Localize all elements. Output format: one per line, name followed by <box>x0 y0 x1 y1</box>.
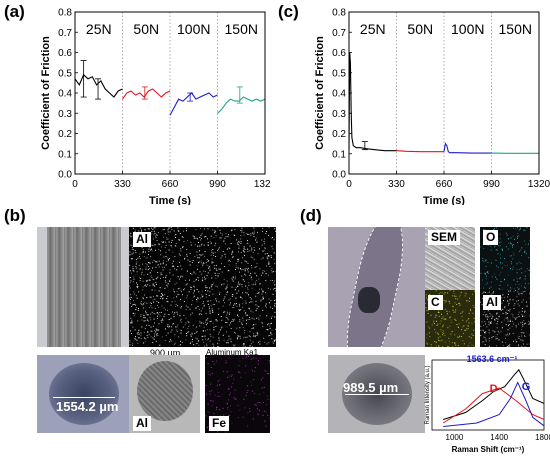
y-tick-label: 0.3 <box>332 109 346 120</box>
y-tick-label: 0.1 <box>58 149 72 160</box>
x-tick-label: 990 <box>209 179 226 190</box>
y-axis-label: Coefficient of Friction <box>314 36 326 150</box>
raman-x-tick-label: 1000 <box>446 433 464 442</box>
dimension-arrow-b <box>53 397 115 398</box>
y-tick-label: 0.2 <box>58 129 72 140</box>
raman-series <box>443 368 545 420</box>
y-tick-label: 0.7 <box>332 28 346 39</box>
y-tick-label: 0.6 <box>58 48 72 59</box>
x-tick-label: 660 <box>162 179 179 190</box>
panel-label-c: (c) <box>278 2 299 21</box>
y-tick-label: 0.0 <box>58 170 72 181</box>
raman-chart-d: 1000 1400 1800 Raman Shift (cm⁻¹) Raman Inte… <box>425 354 550 454</box>
al-label-b: Al <box>133 232 151 247</box>
x-tick-label: 330 <box>114 179 131 190</box>
y-tick-label: 0.8 <box>58 8 72 19</box>
load-label: 25N <box>86 21 112 37</box>
al-label-b2: Al <box>133 416 151 431</box>
raman-x-axis-label: Raman Shift (cm⁻¹) <box>452 445 525 454</box>
al-caption-b: Aluminum Ka1 <box>206 348 259 357</box>
raman-g-band-label: G <box>522 381 531 393</box>
y-tick-label: 0.8 <box>332 8 346 19</box>
y-tick-label: 0.5 <box>332 68 346 79</box>
chart-a: 25N 50N 100N 150N 0.0 0.1 0.2 0.3 0.4 0.5 0.6 0.7 0.… <box>40 8 270 206</box>
scale-label-b: 900 µm <box>150 348 181 358</box>
y-tick-label: 0.0 <box>332 170 346 181</box>
y-tick-label: 0.3 <box>58 109 72 120</box>
cof-series <box>348 52 397 152</box>
y-tick-label: 0.2 <box>332 129 346 140</box>
load-label: 150N <box>499 21 532 37</box>
raman-series <box>443 381 545 427</box>
y-tick-label: 0.4 <box>58 89 72 100</box>
load-label: 150N <box>225 21 258 37</box>
panel-label-d: (d) <box>300 206 322 225</box>
raman-x-tick-label: 1800 <box>535 433 550 442</box>
raman-x-tick-label: 1400 <box>490 433 508 442</box>
cof-series <box>169 92 218 116</box>
x-tick-label: 1320 <box>254 179 270 190</box>
raman-d-band-label: D <box>490 383 498 395</box>
cof-series <box>443 142 492 154</box>
wear-scar-micrograph-b <box>37 355 129 433</box>
c-label-d: C <box>428 295 443 310</box>
x-tick-label: 660 <box>436 179 453 190</box>
x-tick-label: 990 <box>483 179 500 190</box>
dimension-arrow-d <box>345 394 409 395</box>
y-tick-label: 0.5 <box>58 68 72 79</box>
y-axis-label: Coefficient of Friction <box>40 36 52 150</box>
wear-track-micrograph-d <box>328 227 425 347</box>
x-tick-label: 0 <box>346 179 352 190</box>
scale-bar-b <box>131 346 204 347</box>
load-label: 100N <box>451 21 484 37</box>
al-label-d: Al <box>483 295 501 310</box>
cof-series <box>217 96 266 114</box>
cof-series <box>122 88 171 100</box>
x-tick-label: 1320 <box>528 179 550 190</box>
x-tick-label: 330 <box>388 179 405 190</box>
sem-label-d: SEM <box>428 230 461 245</box>
x-tick-label: 0 <box>72 179 78 190</box>
wear-track-micrograph-b <box>37 227 129 347</box>
load-label: 50N <box>407 21 433 37</box>
fe-label-b: Fe <box>209 416 230 431</box>
panel-label-b: (b) <box>4 206 26 225</box>
o-label-d: O <box>483 230 499 245</box>
raman-y-axis-label: Raman Intensity (a.u.) <box>425 365 431 424</box>
raman-peak-label: 1563.6 cm⁻¹ <box>467 354 518 364</box>
y-tick-label: 0.6 <box>332 48 346 59</box>
x-axis-label: Time (s) <box>423 195 465 205</box>
load-label: 50N <box>133 21 159 37</box>
load-label: 100N <box>177 21 210 37</box>
x-axis-label: Time (s) <box>149 195 191 205</box>
chart-c: 25N 50N 100N 150N 0.0 0.1 0.2 0.3 0.4 0.5 0.6 0.7 0.… <box>314 8 550 206</box>
load-label: 25N <box>360 21 386 37</box>
cof-series <box>74 73 123 98</box>
y-tick-label: 0.1 <box>332 149 346 160</box>
y-tick-label: 0.4 <box>332 89 346 100</box>
dimension-label-b: 1554.2 µm <box>56 399 119 414</box>
panel-label-a: (a) <box>4 2 25 21</box>
cof-series <box>396 150 444 153</box>
raman-series <box>442 387 545 424</box>
y-tick-label: 0.7 <box>58 28 72 39</box>
dimension-label-d: 989.5 µm <box>343 380 399 395</box>
al-map-b <box>129 227 276 347</box>
